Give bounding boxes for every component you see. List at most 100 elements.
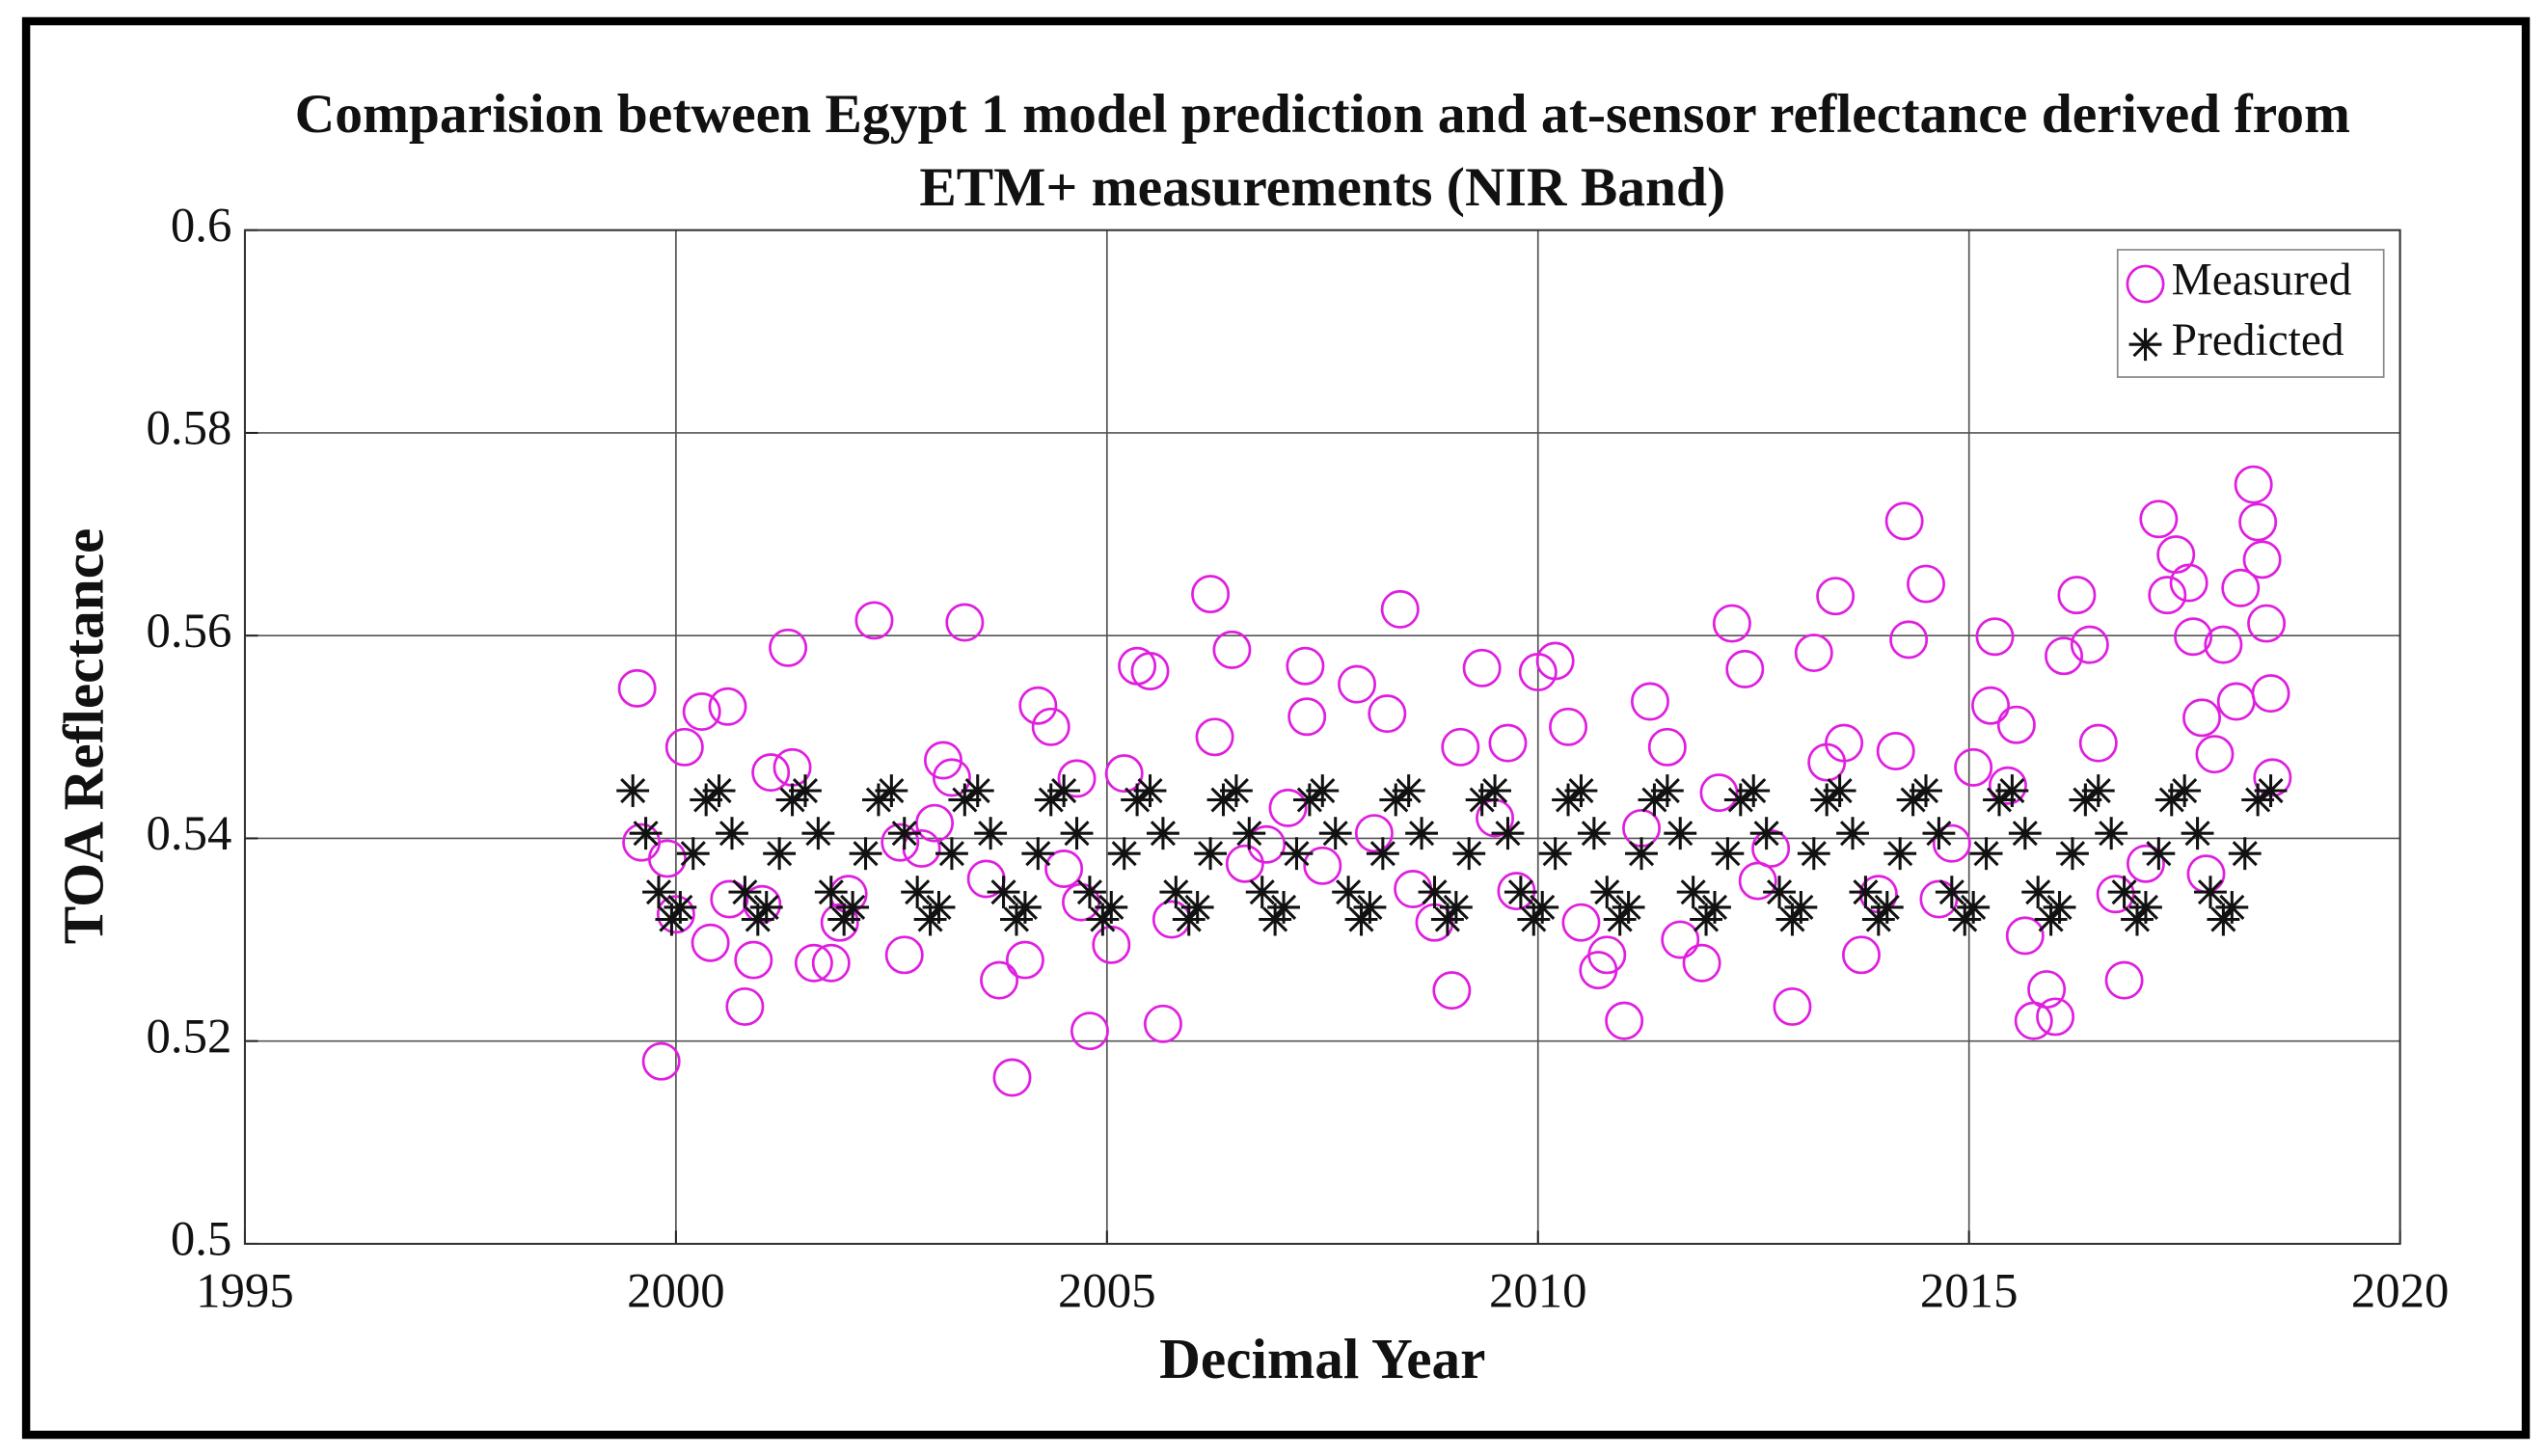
measured-point	[1630, 682, 1669, 721]
legend-label: Measured	[2172, 255, 2352, 305]
measured-point	[1143, 1004, 1182, 1043]
predicted-point	[1379, 783, 1413, 817]
predicted-point	[664, 890, 697, 924]
predicted-point	[1836, 817, 1869, 850]
predicted-point	[1344, 903, 1378, 936]
predicted-point	[1948, 903, 1982, 936]
measured-point	[1549, 707, 1588, 746]
measured-point	[1996, 705, 2036, 744]
measured-point	[1535, 641, 1575, 681]
measured-point	[641, 1041, 681, 1081]
predicted-point	[1910, 774, 1942, 807]
predicted-point	[2034, 903, 2068, 936]
predicted-point	[1332, 876, 1366, 909]
predicted-point	[1366, 837, 1399, 871]
x-tick-label: 2000	[627, 1264, 725, 1318]
measured-point	[1354, 814, 1394, 853]
predicted-point	[2081, 774, 2115, 807]
predicted-point	[801, 817, 835, 850]
measured-point	[1841, 935, 1881, 975]
predicted-point	[2154, 783, 2188, 817]
measured-point	[1286, 646, 1325, 686]
measured-point	[1488, 723, 1528, 763]
x-tick-label: 2010	[1489, 1264, 1587, 1318]
predicted-point	[716, 817, 748, 850]
measured-point	[682, 692, 721, 732]
measured-point	[2234, 465, 2273, 504]
y-tick-label: 0.58	[147, 401, 232, 455]
predicted-point	[1392, 774, 1425, 807]
legend-box	[2116, 249, 2385, 378]
measured-point	[945, 603, 985, 642]
predicted-point	[913, 903, 947, 936]
legend-label: Predicted	[2172, 315, 2344, 365]
predicted-point	[1245, 876, 1279, 909]
measured-point	[1889, 620, 1929, 660]
x-tick-label: 2005	[1058, 1264, 1156, 1318]
predicted-point	[862, 783, 895, 817]
predicted-point	[1577, 817, 1611, 850]
plot-border	[243, 229, 2401, 1245]
predicted-point	[2168, 774, 2202, 807]
predicted-point	[2142, 837, 2176, 871]
measured-point	[2057, 576, 2097, 615]
predicted-point	[1292, 783, 1326, 817]
predicted-point	[2215, 890, 2249, 924]
measured-point	[1975, 617, 2015, 657]
predicted-point	[961, 774, 994, 807]
predicted-point	[749, 890, 783, 924]
predicted-point	[1418, 876, 1451, 909]
measured-point	[1195, 717, 1234, 757]
measured-point	[1712, 604, 1751, 643]
predicted-point	[1478, 774, 1511, 807]
y-axis-label: TOA Reflectance	[52, 528, 116, 945]
predicted-point	[1676, 876, 1710, 909]
predicted-point	[2021, 876, 2055, 909]
measured-point	[1191, 575, 1231, 614]
predicted-point	[1969, 837, 2003, 871]
measured-point	[1661, 920, 1700, 959]
measured-point	[2169, 563, 2208, 603]
measured-point	[1971, 686, 2011, 725]
measured-point	[1699, 773, 1739, 813]
predicted-point	[875, 774, 908, 807]
measured-point	[854, 601, 894, 640]
measured-point	[1044, 849, 1084, 888]
predicted-point	[2129, 890, 2162, 924]
x-axis-label: Decimal Year	[1159, 1327, 1485, 1390]
predicted-point	[1650, 774, 1684, 807]
measured-point	[725, 986, 765, 1026]
predicted-point	[1318, 817, 1352, 850]
predicted-point	[1711, 837, 1745, 871]
measured-point	[2182, 698, 2222, 738]
measured-point	[881, 822, 920, 862]
predicted-point	[763, 837, 797, 871]
predicted-point	[1121, 783, 1154, 817]
measured-point	[1031, 707, 1070, 746]
predicted-point	[775, 783, 809, 817]
predicted-point	[1698, 890, 1731, 924]
predicted-point	[1233, 817, 1266, 850]
predicted-point	[1823, 774, 1856, 807]
measured-point	[2247, 604, 2287, 643]
predicted-point	[1219, 774, 1253, 807]
measured-point	[1303, 846, 1342, 885]
predicted-point	[1306, 774, 1340, 807]
predicted-point	[1008, 890, 1042, 924]
measured-point	[2221, 568, 2261, 607]
measured-point	[992, 1058, 1032, 1097]
predicted-point	[1763, 876, 1796, 909]
predicted-point	[1517, 903, 1551, 936]
predicted-point	[1146, 817, 1179, 850]
predicted-point	[1172, 903, 1206, 936]
measured-point	[2078, 723, 2118, 763]
predicted-point	[1073, 876, 1106, 909]
measured-point	[751, 753, 791, 793]
measured-point	[1338, 664, 1377, 704]
predicted-point	[1353, 890, 1387, 924]
y-tick-label: 0.52	[147, 1009, 232, 1063]
predicted-point	[1504, 876, 1537, 909]
predicted-point	[1612, 890, 1645, 924]
